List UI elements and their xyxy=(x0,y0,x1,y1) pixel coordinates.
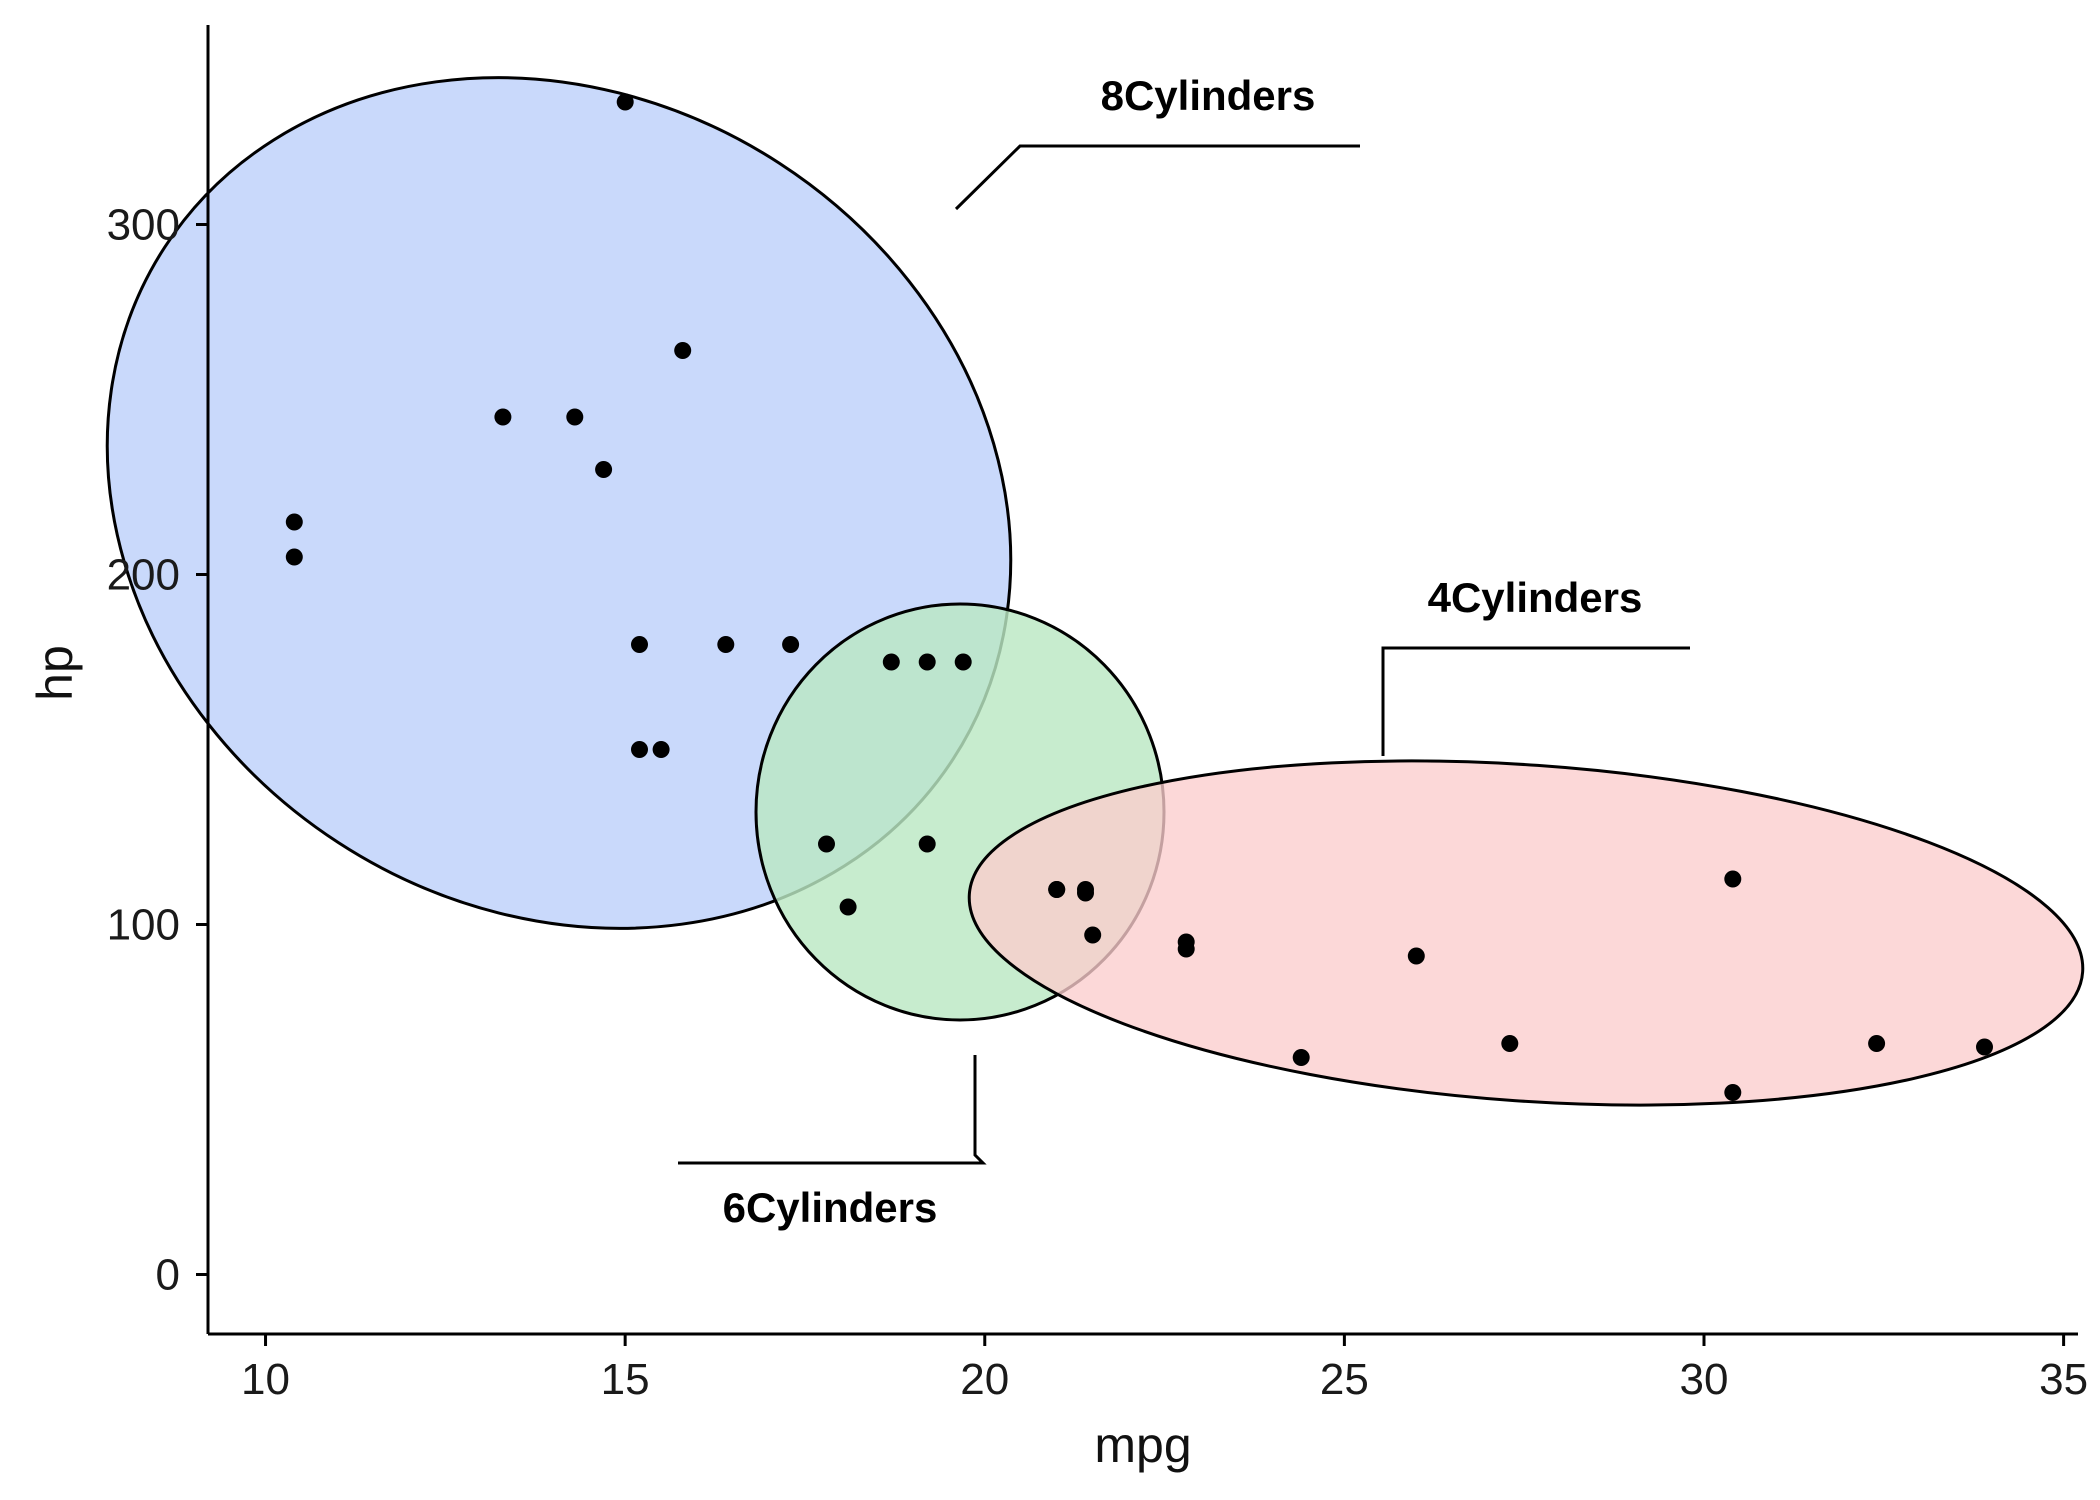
ellipses-layer xyxy=(105,76,2085,1107)
x-tick-label: 25 xyxy=(1320,1355,1369,1404)
data-point-8cylinders-4 xyxy=(631,636,648,653)
axes: 10 15 20 25 30 35 0 100 200 300 mpg hp xyxy=(27,25,2088,1473)
data-point-8cylinders-6 xyxy=(285,513,303,531)
data-point-4cylinders-9 xyxy=(1724,870,1742,888)
data-point-6cylinders-4 xyxy=(918,835,936,853)
data-point-8cylinders-12 xyxy=(674,342,692,359)
data-point-8cylinders-9 xyxy=(631,741,648,758)
data-point-4cylinders-4 xyxy=(1724,1084,1742,1101)
x-tick-label: 20 xyxy=(960,1355,1009,1404)
ellipse-4cylinders xyxy=(967,759,2085,1107)
y-tick-label: 300 xyxy=(107,201,180,250)
data-point-4cylinders-7 xyxy=(1501,1035,1519,1052)
y-tick-label: 100 xyxy=(107,901,180,950)
x-tick-label: 35 xyxy=(2039,1355,2088,1404)
data-point-4cylinders-8 xyxy=(1407,947,1425,965)
leader-8cylinders xyxy=(954,144,1360,211)
data-point-8cylinders-7 xyxy=(595,461,613,478)
data-point-4cylinders-3 xyxy=(1868,1035,1886,1052)
x-tick-label: 15 xyxy=(601,1355,650,1404)
data-point-8cylinders-0 xyxy=(882,653,900,671)
data-point-4cylinders-2 xyxy=(1177,933,1195,951)
data-point-8cylinders-8 xyxy=(652,741,670,758)
leader-4cylinders xyxy=(1381,646,1690,756)
y-axis-title: hp xyxy=(27,645,83,701)
data-points xyxy=(285,93,1993,1101)
data-point-8cylinders-10 xyxy=(494,408,512,426)
x-axis-ticks: 10 15 20 25 30 35 xyxy=(241,1334,2088,1404)
x-tick-label: 10 xyxy=(241,1355,290,1404)
data-point-8cylinders-2 xyxy=(717,636,735,653)
data-point-6cylinders-3 xyxy=(839,898,857,916)
data-point-8cylinders-1 xyxy=(566,408,584,426)
data-point-4cylinders-5 xyxy=(1976,1038,1993,1056)
y-tick-label: 0 xyxy=(156,1251,180,1300)
data-point-4cylinders-10 xyxy=(1077,884,1094,902)
label-6cylinders: 6Cylinders xyxy=(723,1184,938,1231)
y-axis-ticks: 0 100 200 300 xyxy=(107,201,208,1300)
leader-lines xyxy=(678,144,1690,1165)
data-point-6cylinders-6 xyxy=(954,653,972,671)
y-tick-label: 200 xyxy=(107,551,180,600)
data-point-8cylinders-3 xyxy=(782,636,800,653)
data-point-4cylinders-1 xyxy=(1292,1049,1310,1066)
data-point-8cylinders-5 xyxy=(285,548,303,566)
data-point-8cylinders-13 xyxy=(616,93,634,111)
x-tick-label: 30 xyxy=(1680,1355,1729,1404)
data-point-6cylinders-5 xyxy=(818,835,835,853)
data-point-8cylinders-11 xyxy=(918,653,936,671)
group-labels: 8Cylinders 4Cylinders 6Cylinders xyxy=(723,72,1643,1231)
data-point-6cylinders-1 xyxy=(1048,881,1066,898)
data-point-4cylinders-6 xyxy=(1084,926,1102,944)
label-8cylinders: 8Cylinders xyxy=(1101,72,1316,119)
leader-6cylinders xyxy=(678,1055,987,1165)
label-4cylinders: 4Cylinders xyxy=(1428,574,1643,621)
x-axis-title: mpg xyxy=(1094,1417,1191,1473)
